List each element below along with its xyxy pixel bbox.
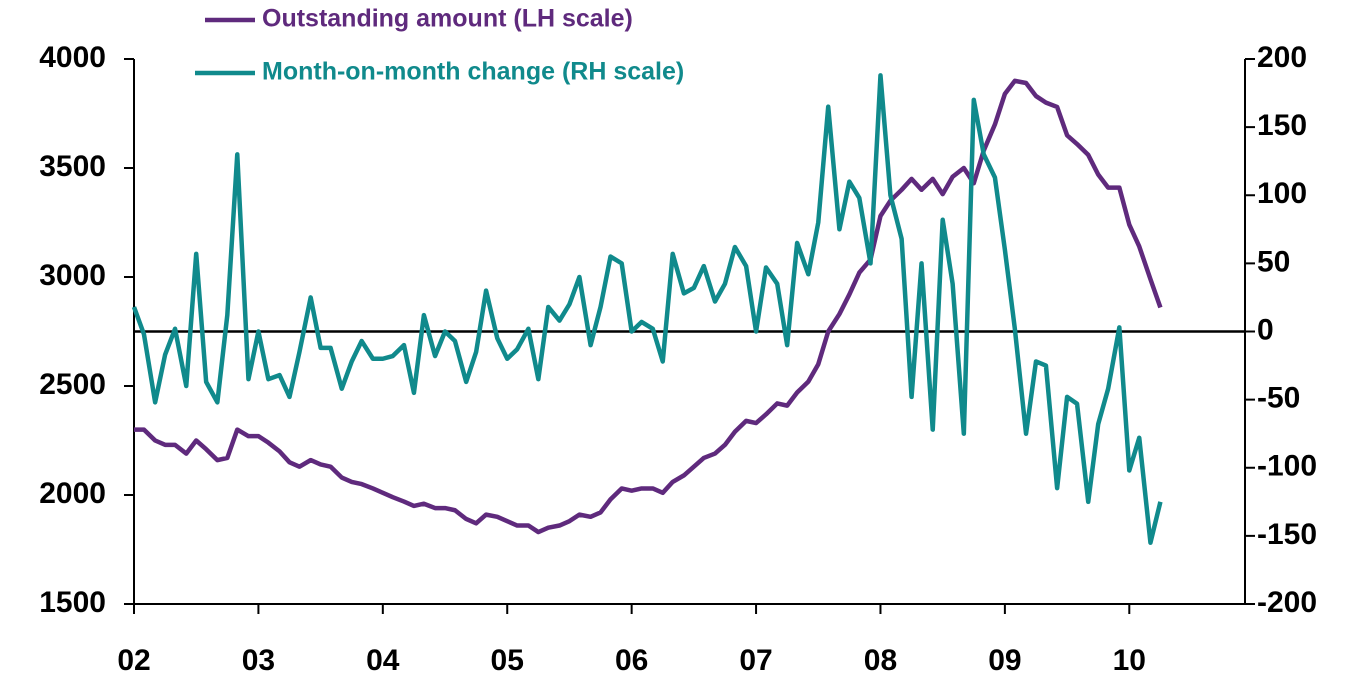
- series-line: [134, 78, 1163, 535]
- legend-label: Outstanding amount (LH scale): [262, 5, 633, 33]
- x-tick-label: 03: [242, 644, 275, 677]
- y2-tick-label: -150: [1257, 518, 1317, 551]
- y2-tick-label: 100: [1257, 177, 1307, 210]
- y-tick-label: 4000: [39, 41, 106, 74]
- y2-tick-label: 0: [1257, 313, 1274, 346]
- x-tick-label: 06: [615, 644, 648, 677]
- x-tick-label: 02: [117, 644, 150, 677]
- x-tick-label: 09: [988, 644, 1021, 677]
- y-tick-label: 1500: [39, 586, 106, 619]
- y2-tick-label: 50: [1257, 245, 1290, 278]
- y2-tick-label: 200: [1257, 41, 1307, 74]
- x-tick-label: 10: [1113, 644, 1146, 677]
- y2-tick-label: -100: [1257, 450, 1317, 483]
- x-tick-label: 05: [491, 644, 524, 677]
- y-tick-label: 2000: [39, 477, 106, 510]
- x-tick-label: 08: [864, 644, 897, 677]
- y2-tick-label: 150: [1257, 109, 1307, 142]
- y-tick-label: 2500: [39, 368, 106, 401]
- x-tick-label: 04: [366, 644, 400, 677]
- y-tick-label: 3000: [39, 259, 106, 292]
- y-tick-label: 3500: [39, 150, 106, 183]
- legend-label: Month-on-month change (RH scale): [262, 58, 684, 86]
- y2-tick-label: -50: [1257, 382, 1300, 415]
- x-tick-label: 07: [739, 644, 772, 677]
- y2-tick-label: -200: [1257, 586, 1317, 619]
- series-line: [131, 73, 1163, 545]
